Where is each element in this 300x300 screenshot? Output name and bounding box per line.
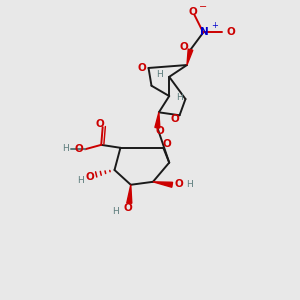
Text: O: O (75, 144, 83, 154)
Text: O: O (170, 114, 179, 124)
Text: O: O (179, 42, 188, 52)
Text: H: H (62, 144, 69, 153)
Text: O: O (137, 63, 146, 73)
Text: O: O (86, 172, 95, 182)
Text: O: O (227, 28, 236, 38)
Text: N: N (200, 28, 209, 38)
Text: H: H (112, 207, 118, 216)
Text: O: O (96, 118, 105, 129)
Polygon shape (153, 182, 172, 187)
Text: H: H (186, 180, 193, 189)
Text: H: H (176, 93, 182, 102)
Text: H: H (156, 70, 163, 79)
Polygon shape (155, 112, 160, 128)
Text: O: O (123, 203, 132, 213)
Text: +: + (211, 22, 218, 31)
Text: O: O (163, 139, 171, 149)
Text: O: O (175, 179, 183, 189)
Text: O: O (155, 126, 164, 136)
Polygon shape (187, 49, 193, 65)
Polygon shape (127, 185, 132, 203)
Text: −: − (199, 2, 207, 12)
Text: O: O (188, 7, 197, 17)
Text: H: H (77, 176, 84, 185)
